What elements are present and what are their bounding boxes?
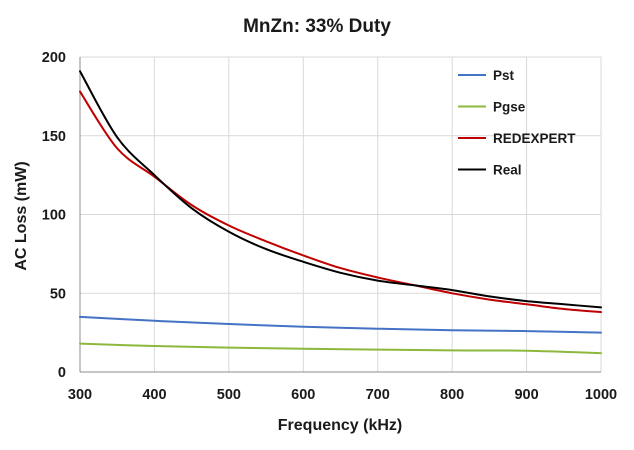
x-tick-label: 900	[514, 387, 538, 403]
series-line-redexpert	[79, 90, 602, 314]
x-axis-label: Frequency (kHz)	[278, 417, 402, 434]
gridlines	[80, 56, 602, 372]
y-tick-label: 0	[58, 365, 66, 381]
legend-label-real: Real	[493, 163, 522, 178]
y-tick-label: 50	[50, 286, 66, 302]
axes	[79, 57, 601, 373]
x-tick-label: 500	[217, 387, 241, 403]
legend: Pst Pgse REDEXPERT Real	[458, 68, 576, 178]
series-line-pst	[79, 315, 602, 334]
x-tick-label: 1000	[585, 387, 617, 403]
series-line-pgse	[79, 342, 602, 355]
y-tick-label: 200	[42, 50, 66, 66]
x-tick-label: 400	[142, 387, 166, 403]
y-axis-label: AC Loss (mW)	[13, 161, 30, 270]
chart-title: MnZn: 33% Duty	[243, 16, 391, 37]
x-tick-label: 300	[68, 387, 92, 403]
x-tick-label: 600	[291, 387, 315, 403]
legend-label-redexpert: REDEXPERT	[493, 131, 576, 146]
series-lines	[79, 70, 602, 355]
y-tick-label: 150	[42, 129, 66, 145]
x-tick-label: 800	[440, 387, 464, 403]
legend-label-pgse: Pgse	[493, 100, 526, 115]
x-tick-label: 700	[366, 387, 390, 403]
y-tick-label: 100	[42, 208, 66, 224]
x-tick-labels: 300 400 500 600 700 800 900 1000	[68, 387, 617, 403]
y-tick-labels: 0 50 100 150 200	[42, 50, 66, 381]
legend-label-pst: Pst	[493, 68, 515, 83]
series-line-real	[79, 70, 602, 309]
